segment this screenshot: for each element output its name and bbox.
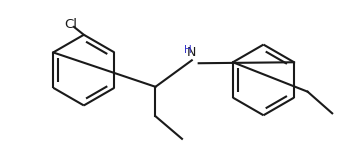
Text: H: H xyxy=(184,45,192,55)
Text: N: N xyxy=(187,46,196,59)
Text: Cl: Cl xyxy=(64,18,77,31)
